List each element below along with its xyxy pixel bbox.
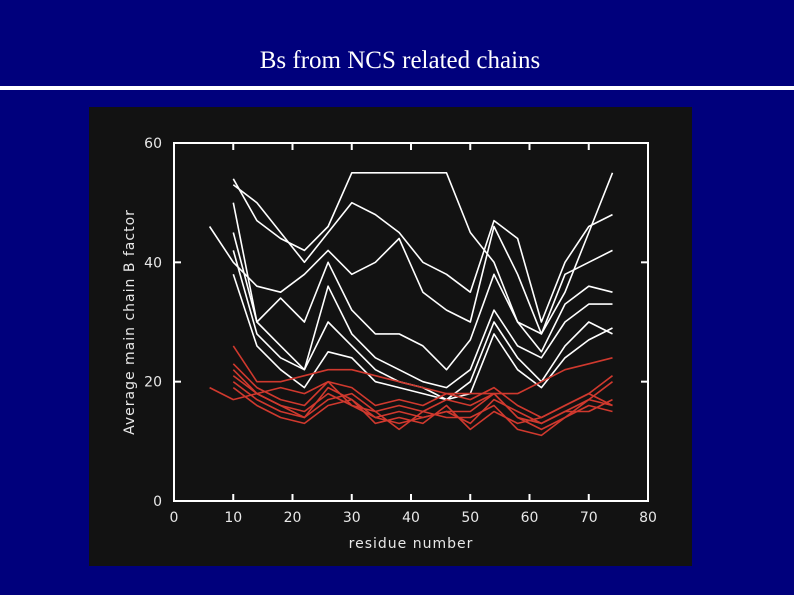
x-tick-label: 0: [170, 510, 179, 526]
title-rule: [0, 86, 794, 90]
y-tick-label: 40: [144, 255, 162, 271]
x-tick-label: 40: [402, 510, 420, 526]
series-line: [232, 345, 613, 395]
series-line: [232, 184, 613, 323]
series-line: [232, 232, 613, 389]
y-axis-label: Average main chain B factor: [122, 209, 138, 435]
y-tick-label: 20: [144, 375, 162, 391]
series-line: [232, 172, 614, 335]
x-axis-label: residue number: [349, 536, 474, 552]
slide-title: Bs from NCS related chains: [260, 47, 541, 74]
series-line: [232, 363, 613, 425]
series-line: [232, 202, 613, 371]
chart-panel: [89, 107, 692, 566]
x-tick-label: 20: [284, 510, 302, 526]
y-tick-label: 0: [153, 494, 162, 510]
series-line: [208, 225, 613, 335]
x-tick-label: 70: [580, 510, 598, 526]
x-tick-label: 30: [343, 510, 361, 526]
x-tick-label: 10: [224, 510, 242, 526]
y-tick-label: 60: [144, 136, 162, 152]
series-line: [232, 386, 613, 431]
x-tick-label: 60: [521, 510, 539, 526]
x-tick-label: 80: [639, 510, 657, 526]
x-tick-label: 50: [461, 510, 479, 526]
